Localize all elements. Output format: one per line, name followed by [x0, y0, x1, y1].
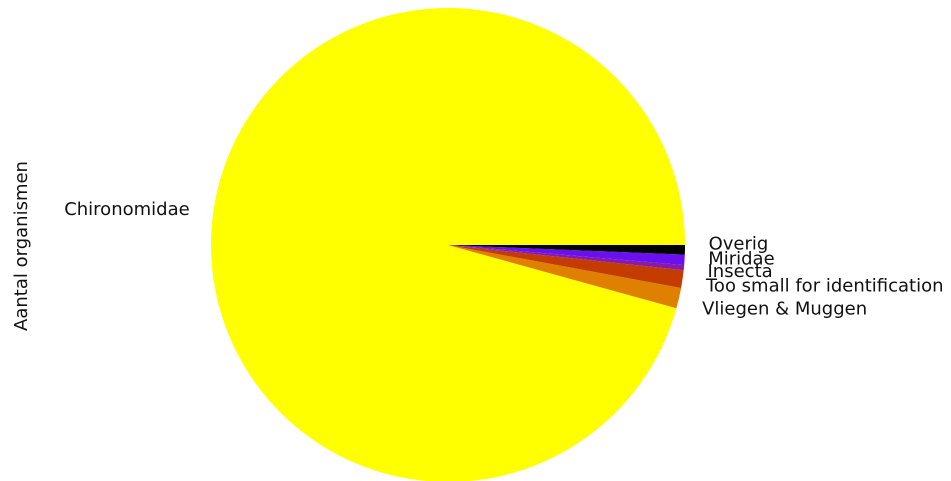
- pie-label-insecta: Insecta: [708, 261, 773, 282]
- pie-label-chironomidae: Chironomidae: [64, 199, 189, 220]
- pie-label-vliegen-muggen: Vliegen & Muggen: [702, 299, 867, 320]
- pie-slice-insecta: [448, 245, 685, 271]
- pie-slice-too-small-for-identification: [448, 245, 684, 288]
- pie-label-too-small-for-identification: Too small for identification: [705, 276, 944, 297]
- pie-slice-chironomidae: [211, 8, 685, 481]
- pie-label-miridae: Miridae: [708, 248, 774, 269]
- pie-slice-vliegen-muggen: [448, 245, 682, 309]
- pie-slices: [211, 8, 685, 481]
- y-axis-label: Aantal organismen: [11, 161, 32, 331]
- pie-slice-overig: [448, 245, 685, 255]
- pie-slice-miridae: [448, 245, 685, 266]
- pie-label-overig: Overig: [709, 233, 769, 254]
